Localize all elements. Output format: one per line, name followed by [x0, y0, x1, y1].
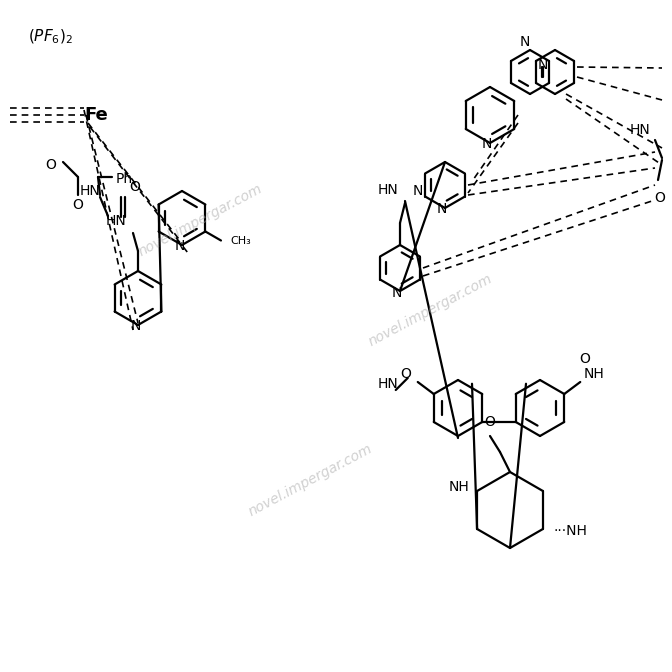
Text: N: N [538, 58, 548, 73]
Text: N: N [482, 137, 492, 151]
Text: O: O [401, 367, 411, 381]
Text: ···NH: ···NH [554, 524, 588, 538]
Text: O: O [130, 180, 140, 194]
Text: N: N [437, 202, 447, 216]
Text: novel.impergar.com: novel.impergar.com [366, 271, 495, 349]
Text: Fe: Fe [84, 106, 108, 124]
Text: novel.impergar.com: novel.impergar.com [246, 442, 374, 519]
Text: O: O [655, 191, 665, 205]
Text: HN: HN [378, 183, 398, 197]
Text: N: N [413, 184, 423, 198]
Text: Ph: Ph [116, 172, 133, 186]
Text: O: O [73, 198, 83, 212]
Text: NH: NH [584, 367, 605, 381]
Text: HN: HN [79, 184, 100, 198]
Text: O: O [46, 158, 56, 172]
Text: NH: NH [449, 480, 470, 494]
Text: HN: HN [630, 123, 650, 137]
Text: N: N [175, 239, 185, 253]
Text: $(PF_6)_2$: $(PF_6)_2$ [28, 28, 73, 46]
Text: HN: HN [378, 377, 398, 391]
Text: HN: HN [106, 214, 126, 228]
Text: N: N [392, 286, 402, 300]
Text: N: N [131, 319, 141, 333]
Text: N: N [520, 35, 530, 49]
Text: O: O [579, 352, 590, 366]
Text: O: O [485, 415, 495, 429]
Text: CH₃: CH₃ [230, 235, 251, 245]
Text: novel.impergar.com: novel.impergar.com [136, 181, 264, 259]
